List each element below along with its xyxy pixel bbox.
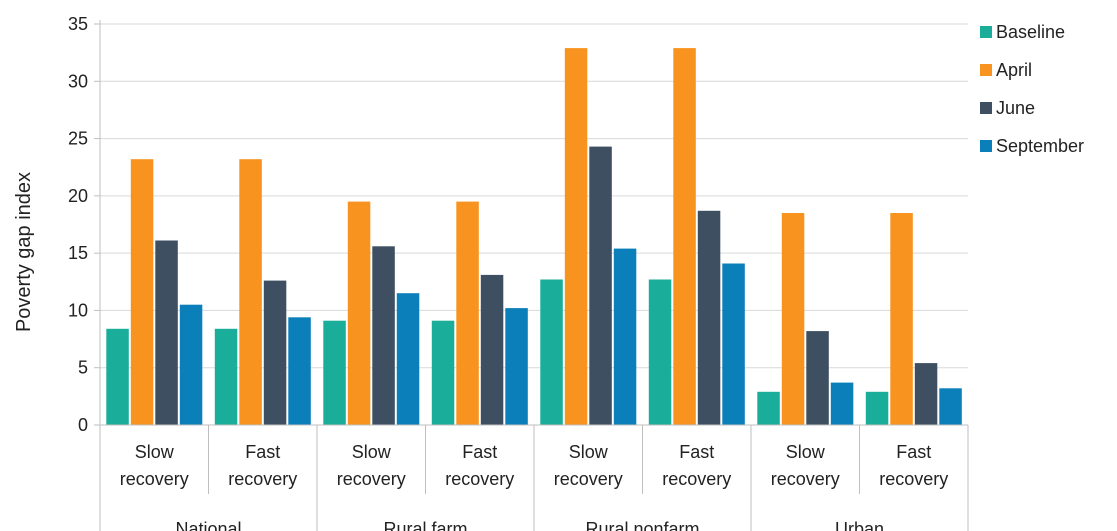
legend: Baseline April June September [980, 22, 1084, 156]
category-label-line1: Fast [679, 442, 714, 462]
bar-june [263, 280, 287, 425]
bar-baseline [214, 328, 238, 425]
axes [94, 20, 969, 531]
category-label-line2: recovery [771, 469, 840, 489]
category-label-line2: recovery [554, 469, 623, 489]
category-label-line1: Fast [896, 442, 931, 462]
y-tick-labels: 0 5 10 15 20 25 30 35 [68, 14, 88, 435]
bar-april [673, 48, 696, 425]
legend-swatch-april [980, 64, 992, 76]
category-label-line2: recovery [879, 469, 948, 489]
bar-september [396, 293, 420, 425]
bar-september [505, 308, 528, 425]
category-label-line1: Slow [135, 442, 175, 462]
bar-april [890, 213, 913, 425]
bar-september [939, 388, 962, 425]
y-tick-label: 20 [68, 186, 88, 206]
category-label-line1: Slow [786, 442, 826, 462]
group-label: Rural nonfarm [585, 519, 699, 531]
category-label-line2: recovery [662, 469, 731, 489]
bar-baseline [431, 320, 455, 425]
legend-label: Baseline [996, 22, 1065, 42]
legend-swatch-baseline [980, 26, 992, 38]
category-label-line1: Fast [462, 442, 497, 462]
legend-label: April [996, 60, 1032, 80]
category-label-line2: recovery [228, 469, 297, 489]
legend-swatch-june [980, 102, 992, 114]
y-tick-label: 30 [68, 71, 88, 91]
group-label: Rural farm [383, 519, 467, 531]
group-label: National [175, 519, 241, 531]
y-tick-label: 25 [68, 129, 88, 149]
bar-april [347, 201, 371, 425]
bar-june [155, 240, 178, 425]
bar-june [914, 363, 938, 425]
bar-june [806, 331, 829, 425]
bar-april [456, 201, 479, 425]
gridlines [100, 23, 968, 369]
group-label: Urban [835, 519, 884, 531]
bar-june [372, 246, 395, 425]
bar-april [239, 159, 262, 425]
bar-june [697, 210, 721, 425]
y-axis-label: Poverty gap index [13, 172, 35, 332]
y-tick-label: 15 [68, 243, 88, 263]
legend-swatch-september [980, 140, 992, 152]
category-label-line2: recovery [120, 469, 189, 489]
bar-baseline [106, 328, 129, 425]
bar-baseline [323, 320, 346, 425]
category-label-line1: Slow [352, 442, 392, 462]
bar-april [564, 48, 588, 425]
bar-baseline [540, 279, 563, 425]
bar-september [722, 263, 745, 425]
bar-april [781, 213, 805, 425]
y-tick-label: 35 [68, 14, 88, 34]
category-label-line2: recovery [337, 469, 406, 489]
bar-april [130, 159, 154, 425]
x-category-labels: Slow recovery Fast recovery Slow recovery Fast… [120, 442, 949, 489]
x-group-labels: National Rural farm Rural nonfarm Urban [175, 519, 884, 531]
bar-june [480, 274, 504, 425]
y-tick-label: 0 [78, 415, 88, 435]
bar-september [613, 248, 637, 425]
legend-label: June [996, 98, 1035, 118]
bar-june [589, 146, 612, 425]
bar-baseline [865, 391, 889, 425]
legend-label: September [996, 136, 1084, 156]
bar-september [179, 304, 203, 425]
bar-september [830, 382, 854, 425]
bar-baseline [648, 279, 672, 425]
bar-september [288, 317, 311, 425]
bars [106, 48, 962, 425]
category-label-line1: Slow [569, 442, 609, 462]
category-label-line1: Fast [245, 442, 280, 462]
bar-baseline [757, 391, 780, 425]
y-tick-label: 5 [78, 358, 88, 378]
category-label-line2: recovery [445, 469, 514, 489]
y-tick-label: 10 [68, 300, 88, 320]
